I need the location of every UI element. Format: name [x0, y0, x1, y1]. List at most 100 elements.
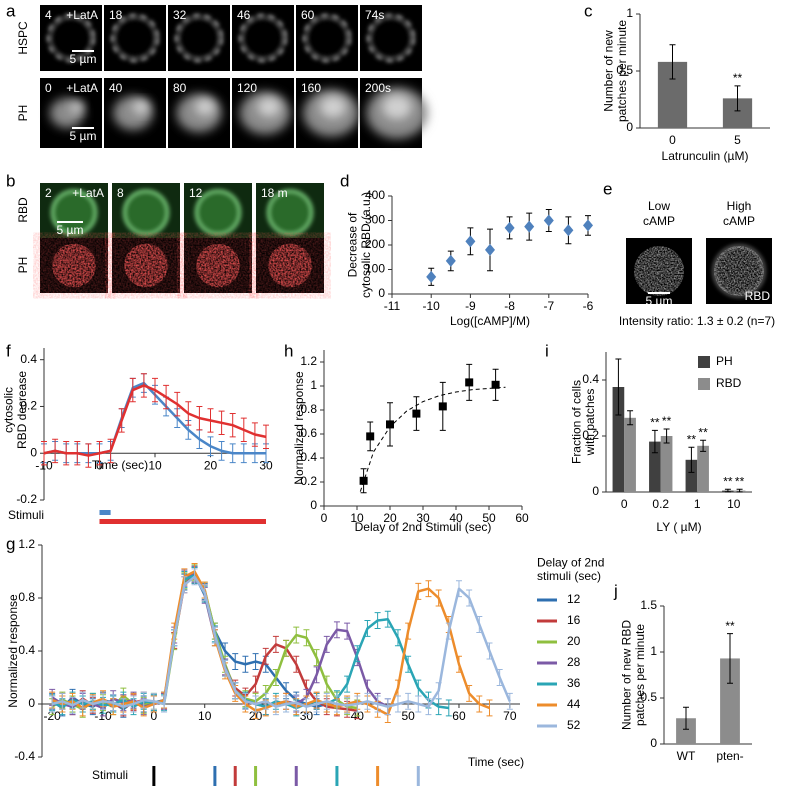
drug-label: +LatA	[66, 81, 98, 95]
significance: **	[723, 474, 733, 488]
error-bar	[663, 428, 670, 444]
cell-rim	[713, 245, 765, 297]
micrograph	[184, 183, 252, 238]
x-axis-label: Time (sec)	[92, 458, 148, 472]
x-tick-label: 50	[482, 511, 496, 525]
cell-noise	[52, 243, 96, 288]
x-tick-label: 30	[416, 511, 430, 525]
cell-noise	[196, 243, 240, 288]
micrograph	[296, 78, 359, 148]
legend-label: 52	[567, 718, 581, 732]
bar	[720, 658, 740, 744]
error-bar	[734, 85, 741, 112]
cell-ring	[303, 14, 351, 62]
stimuli-label: Stimuli	[8, 508, 44, 522]
legend-label: RBD	[716, 376, 742, 390]
y-tick-label: 0.2	[300, 474, 317, 488]
x-tick-label: 30	[259, 458, 273, 472]
condition-label: High	[727, 199, 752, 213]
y-tick-label: 0.4	[582, 372, 599, 386]
x-tick-label: 10	[198, 709, 212, 723]
micrograph	[112, 183, 180, 238]
legend-swatch	[698, 378, 710, 390]
time-label: 32	[173, 8, 187, 22]
y-tick-label: 0.4	[18, 643, 35, 657]
cell	[122, 189, 170, 236]
bar	[612, 387, 625, 492]
time-label: 18 m	[261, 186, 288, 200]
stimulus-mark	[416, 766, 420, 786]
x-tick-label: 70	[503, 709, 517, 723]
legend-label: 16	[567, 613, 581, 627]
panel-letter: g	[6, 534, 15, 553]
micrograph	[40, 78, 102, 148]
cell-ring	[369, 16, 413, 60]
time-label: 46	[237, 8, 251, 22]
cell-ring	[305, 16, 349, 60]
x-tick-label: 50	[401, 709, 415, 723]
x-axis-label: Time (sec)	[468, 755, 524, 769]
significance: **	[662, 414, 672, 428]
stimulus-mark	[152, 766, 156, 786]
legend-label: 12	[567, 592, 581, 606]
error-bar	[615, 358, 622, 416]
point	[485, 243, 495, 256]
x-tick-label: -8	[504, 299, 515, 313]
scale-label: 5 µm	[70, 52, 97, 66]
time-label: 8	[117, 186, 124, 200]
y-tick-label: 400	[365, 188, 385, 202]
cell-ring	[239, 14, 287, 62]
legend-label: 28	[567, 655, 581, 669]
significance: **	[698, 425, 708, 439]
time-label: 0	[45, 81, 52, 95]
stimulus-mark	[233, 766, 237, 786]
y-tick-label: 1.2	[18, 537, 35, 551]
channel-label: RBD	[745, 289, 771, 303]
point	[412, 409, 421, 418]
cell-blob	[319, 96, 347, 118]
cell-noise	[124, 243, 168, 288]
cell-ring	[367, 14, 415, 62]
stimuli-label: Stimuli	[92, 768, 128, 782]
time-label: 4	[45, 8, 52, 22]
y-axis-label: Number of new RBDpatches per minute	[620, 620, 648, 730]
y-tick-label: 200	[365, 237, 385, 251]
time-label: 18	[109, 8, 123, 22]
legend-label: 20	[567, 634, 581, 648]
point	[563, 224, 574, 237]
stimulus-mark	[213, 766, 217, 786]
stimulus-bar	[99, 510, 111, 515]
point	[504, 221, 515, 234]
panel-letter: h	[284, 341, 293, 360]
legend-label: 44	[567, 697, 581, 711]
legend-swatch	[698, 356, 710, 368]
error-bar	[669, 44, 676, 80]
y-axis-label: Normalized response	[292, 371, 306, 485]
y-tick-label: -0.2	[16, 492, 37, 506]
error-bar	[627, 410, 634, 426]
row-label: PH	[16, 105, 30, 122]
y-tick-label: 0.5	[640, 690, 657, 704]
x-tick-label: -11	[384, 299, 401, 313]
x-tick-label: -20	[43, 709, 61, 723]
stimulus-bar	[99, 519, 266, 524]
y-tick-label: 300	[365, 213, 385, 227]
row-label: HSPC	[16, 21, 30, 55]
x-tick-label: -7	[543, 299, 554, 313]
micrograph	[706, 238, 772, 304]
micrograph	[256, 238, 324, 293]
point	[366, 432, 375, 441]
cell	[266, 189, 314, 236]
micrograph	[112, 238, 180, 293]
drug-label: +LatA	[66, 8, 98, 22]
cell-noise	[268, 243, 312, 288]
x-tick-label: WT	[677, 749, 696, 763]
error-bar	[688, 446, 695, 473]
micrograph	[296, 5, 358, 71]
legend-title: Delay of 2nd stimuli (sec)	[537, 556, 604, 584]
panel-letter: f	[6, 341, 11, 360]
series-line	[51, 572, 328, 711]
error-bar	[683, 706, 689, 730]
point	[583, 219, 593, 232]
